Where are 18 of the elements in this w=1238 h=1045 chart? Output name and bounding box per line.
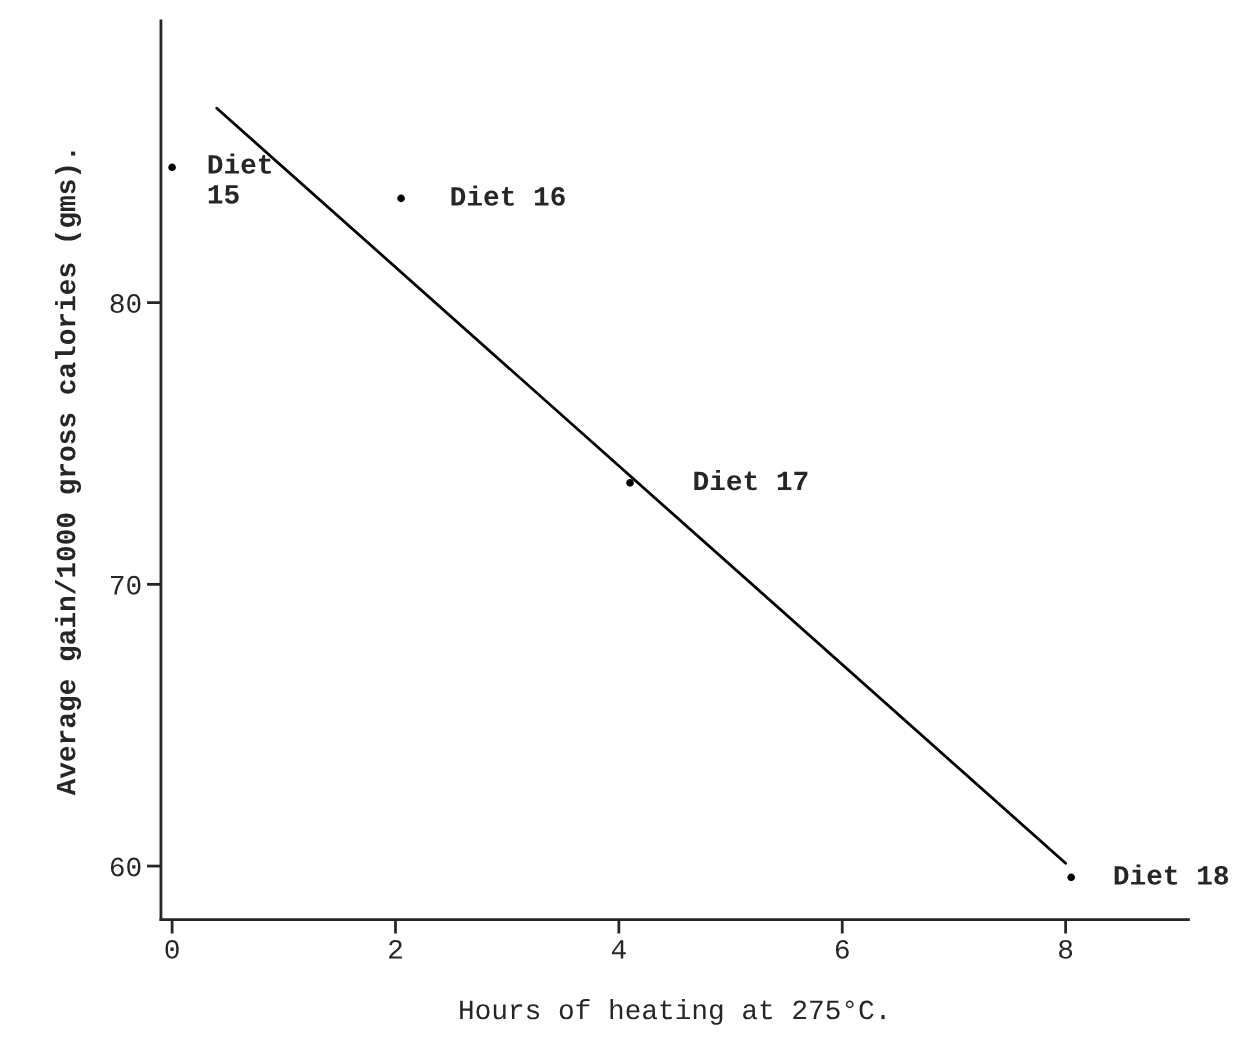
x-tick-label: 6 [835, 939, 849, 959]
point [626, 479, 634, 487]
y-tick-label: 70 [110, 575, 141, 595]
annotation: Diet 15 [208, 153, 271, 204]
y-axis-title: Average gain/1000 gross calories (gms). [55, 151, 82, 796]
y-tick-label: 80 [110, 294, 141, 313]
x-tick-label: 8 [1059, 939, 1073, 959]
x-axis-title: Hours of heating at 275°C. [460, 998, 885, 1025]
x-tick-label: 4 [611, 940, 626, 959]
x-tick-label: 2 [389, 939, 402, 959]
point [1067, 873, 1076, 882]
annotation: Diet 17 [694, 469, 808, 491]
y-tick-label: 60 [110, 857, 141, 877]
point [168, 163, 176, 172]
annotation: Diet 16 [451, 185, 565, 206]
x-tick-label: 0 [165, 939, 179, 959]
annotation: Diet 18 [1114, 864, 1229, 885]
point [397, 194, 405, 203]
